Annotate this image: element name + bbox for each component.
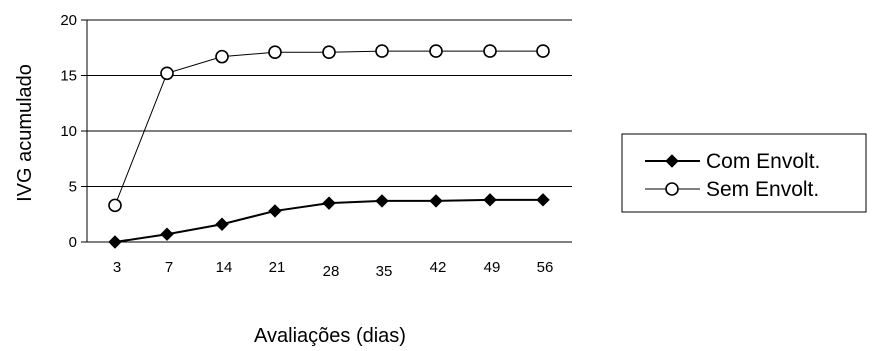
y-tick-label: 5 [69, 179, 77, 196]
data-point [429, 44, 443, 58]
y-tick-label: 10 [60, 123, 77, 140]
legend-label: Sem Envolt. [706, 178, 819, 201]
x-tick-label: 42 [430, 259, 447, 276]
data-point [483, 44, 497, 58]
series-com-envolt [108, 193, 550, 249]
data-point [108, 235, 122, 249]
data-point [536, 193, 550, 207]
x-tick-label: 49 [484, 259, 501, 276]
data-point [375, 194, 389, 208]
data-point [215, 217, 229, 231]
data-point [160, 66, 174, 81]
data-point [268, 45, 282, 59]
x-axis-title: Avaliações (dias) [254, 325, 406, 347]
legend: Com Envolt. Sem Envolt. [621, 133, 867, 213]
data-point [322, 196, 336, 210]
series-layer [108, 44, 550, 249]
tick-labels: 0 5 10 15 20 3 7 14 21 28 35 42 49 56 [60, 12, 553, 280]
data-point [322, 45, 336, 59]
data-point [536, 44, 550, 58]
data-point [215, 49, 229, 64]
x-tick-label: 3 [113, 259, 121, 276]
x-tick-label: 28 [323, 263, 340, 280]
data-point [160, 227, 174, 241]
data-point [429, 194, 443, 208]
data-point [375, 44, 389, 58]
legend-item: Com Envolt. [645, 150, 820, 173]
legend-marker [665, 182, 679, 196]
legend-item: Sem Envolt. [645, 178, 819, 201]
gridlines [87, 19, 572, 187]
legend-box [621, 133, 867, 213]
legend-marker [665, 154, 679, 168]
x-tick-label: 7 [165, 259, 173, 276]
data-point [268, 204, 282, 218]
y-tick-label: 15 [60, 68, 77, 85]
data-point [108, 198, 122, 213]
series-line [114, 50, 543, 206]
y-axis-title: IVG acumulado [14, 64, 36, 202]
legend-label: Com Envolt. [706, 150, 820, 173]
data-point [483, 193, 497, 207]
axes [81, 19, 572, 243]
y-tick-label: 0 [69, 234, 77, 251]
x-tick-label: 14 [216, 259, 233, 276]
y-tick-label: 20 [60, 12, 77, 29]
x-tick-label: 56 [537, 259, 554, 276]
x-tick-label: 35 [376, 263, 393, 280]
x-tick-label: 21 [269, 259, 286, 276]
series-sem-envolt [108, 44, 550, 213]
